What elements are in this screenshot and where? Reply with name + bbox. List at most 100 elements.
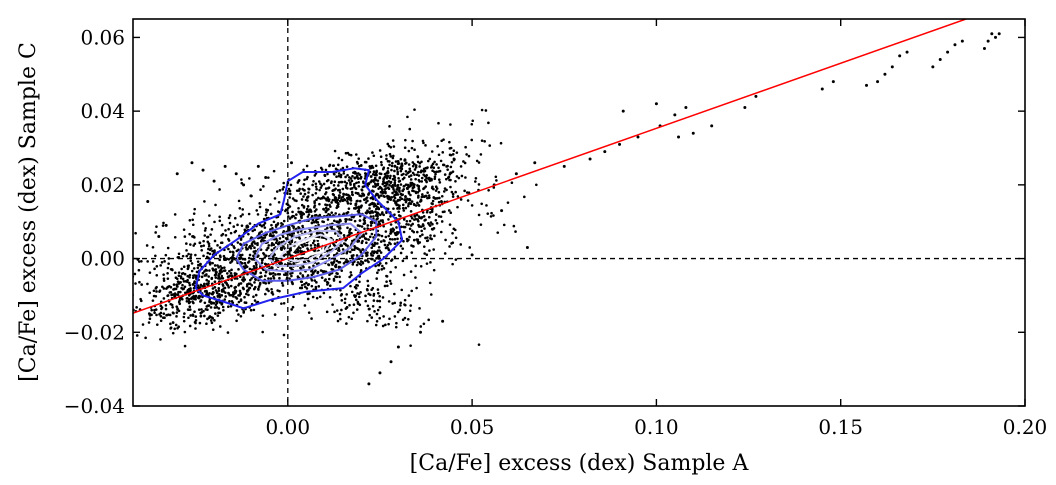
data-point [145, 244, 149, 247]
data-point [403, 316, 407, 320]
data-point [455, 151, 459, 154]
data-point [164, 253, 168, 257]
data-point [345, 196, 349, 200]
data-point [346, 187, 349, 190]
data-point [514, 172, 518, 176]
data-point [171, 321, 175, 324]
data-point [488, 144, 492, 147]
data-point [177, 290, 180, 294]
data-point [162, 277, 166, 280]
data-point [153, 308, 156, 312]
data-point [247, 232, 250, 236]
data-point [233, 246, 236, 250]
data-point [220, 223, 224, 227]
data-point [960, 39, 964, 43]
data-point [270, 272, 273, 275]
reference-lines [133, 19, 1025, 406]
data-point [392, 207, 395, 210]
data-point [385, 280, 388, 283]
data-point [363, 219, 366, 223]
data-point [423, 178, 427, 182]
data-point [313, 279, 317, 282]
data-point [197, 308, 201, 311]
data-point [349, 153, 353, 157]
data-point [306, 215, 310, 218]
data-point [333, 195, 337, 199]
data-point [402, 230, 406, 234]
data-point [396, 199, 399, 203]
data-point [931, 65, 935, 69]
data-point [222, 269, 226, 272]
data-point [238, 256, 241, 260]
data-point [418, 180, 421, 183]
data-point [303, 230, 307, 234]
data-point [467, 154, 471, 158]
data-point [335, 272, 338, 275]
data-point [207, 244, 211, 248]
data-point [307, 213, 311, 216]
data-point [229, 272, 233, 275]
data-point [155, 290, 158, 293]
data-point [188, 232, 191, 236]
data-point [374, 323, 378, 327]
data-point [236, 241, 240, 244]
data-point [389, 174, 392, 178]
data-point [272, 169, 276, 173]
data-point [305, 207, 309, 211]
data-point [238, 289, 242, 293]
data-point [338, 280, 342, 284]
data-point [314, 285, 318, 289]
data-point [306, 205, 310, 208]
data-point [316, 242, 320, 246]
data-point [166, 246, 170, 250]
data-point [307, 191, 310, 194]
data-point [228, 214, 232, 217]
data-point [426, 196, 429, 200]
data-point [398, 198, 401, 202]
data-point [175, 311, 179, 314]
data-point [320, 184, 324, 187]
data-point [358, 173, 362, 176]
data-point [407, 223, 410, 226]
data-point [331, 303, 334, 306]
data-point [243, 261, 247, 265]
data-point [300, 216, 303, 220]
data-point [370, 221, 373, 225]
data-point [146, 199, 150, 203]
data-point [754, 94, 758, 98]
data-point [161, 285, 164, 289]
data-point [209, 306, 213, 309]
data-point [282, 181, 286, 185]
data-point [280, 262, 283, 265]
data-point [367, 238, 370, 241]
data-point [185, 299, 189, 303]
data-point [401, 203, 405, 207]
data-point [289, 161, 293, 165]
data-point [210, 292, 214, 296]
data-point [342, 261, 346, 265]
data-point [186, 274, 190, 278]
data-point [299, 246, 302, 250]
data-point [350, 273, 353, 277]
data-point [337, 248, 341, 251]
data-point [280, 302, 283, 305]
data-point [449, 185, 452, 189]
data-point [368, 293, 372, 297]
data-point [372, 170, 376, 174]
data-point [227, 227, 230, 231]
data-point [297, 210, 300, 214]
data-point [182, 319, 186, 323]
data-point [397, 162, 401, 165]
data-point [189, 287, 192, 290]
data-point [297, 236, 301, 239]
data-point [202, 239, 205, 243]
data-point [370, 316, 374, 319]
data-point [160, 306, 164, 309]
data-point [387, 322, 390, 326]
data-point [192, 274, 195, 277]
data-point [394, 220, 398, 224]
data-point [203, 290, 207, 293]
data-point [454, 190, 457, 194]
data-point [371, 151, 374, 154]
data-point [355, 153, 358, 156]
